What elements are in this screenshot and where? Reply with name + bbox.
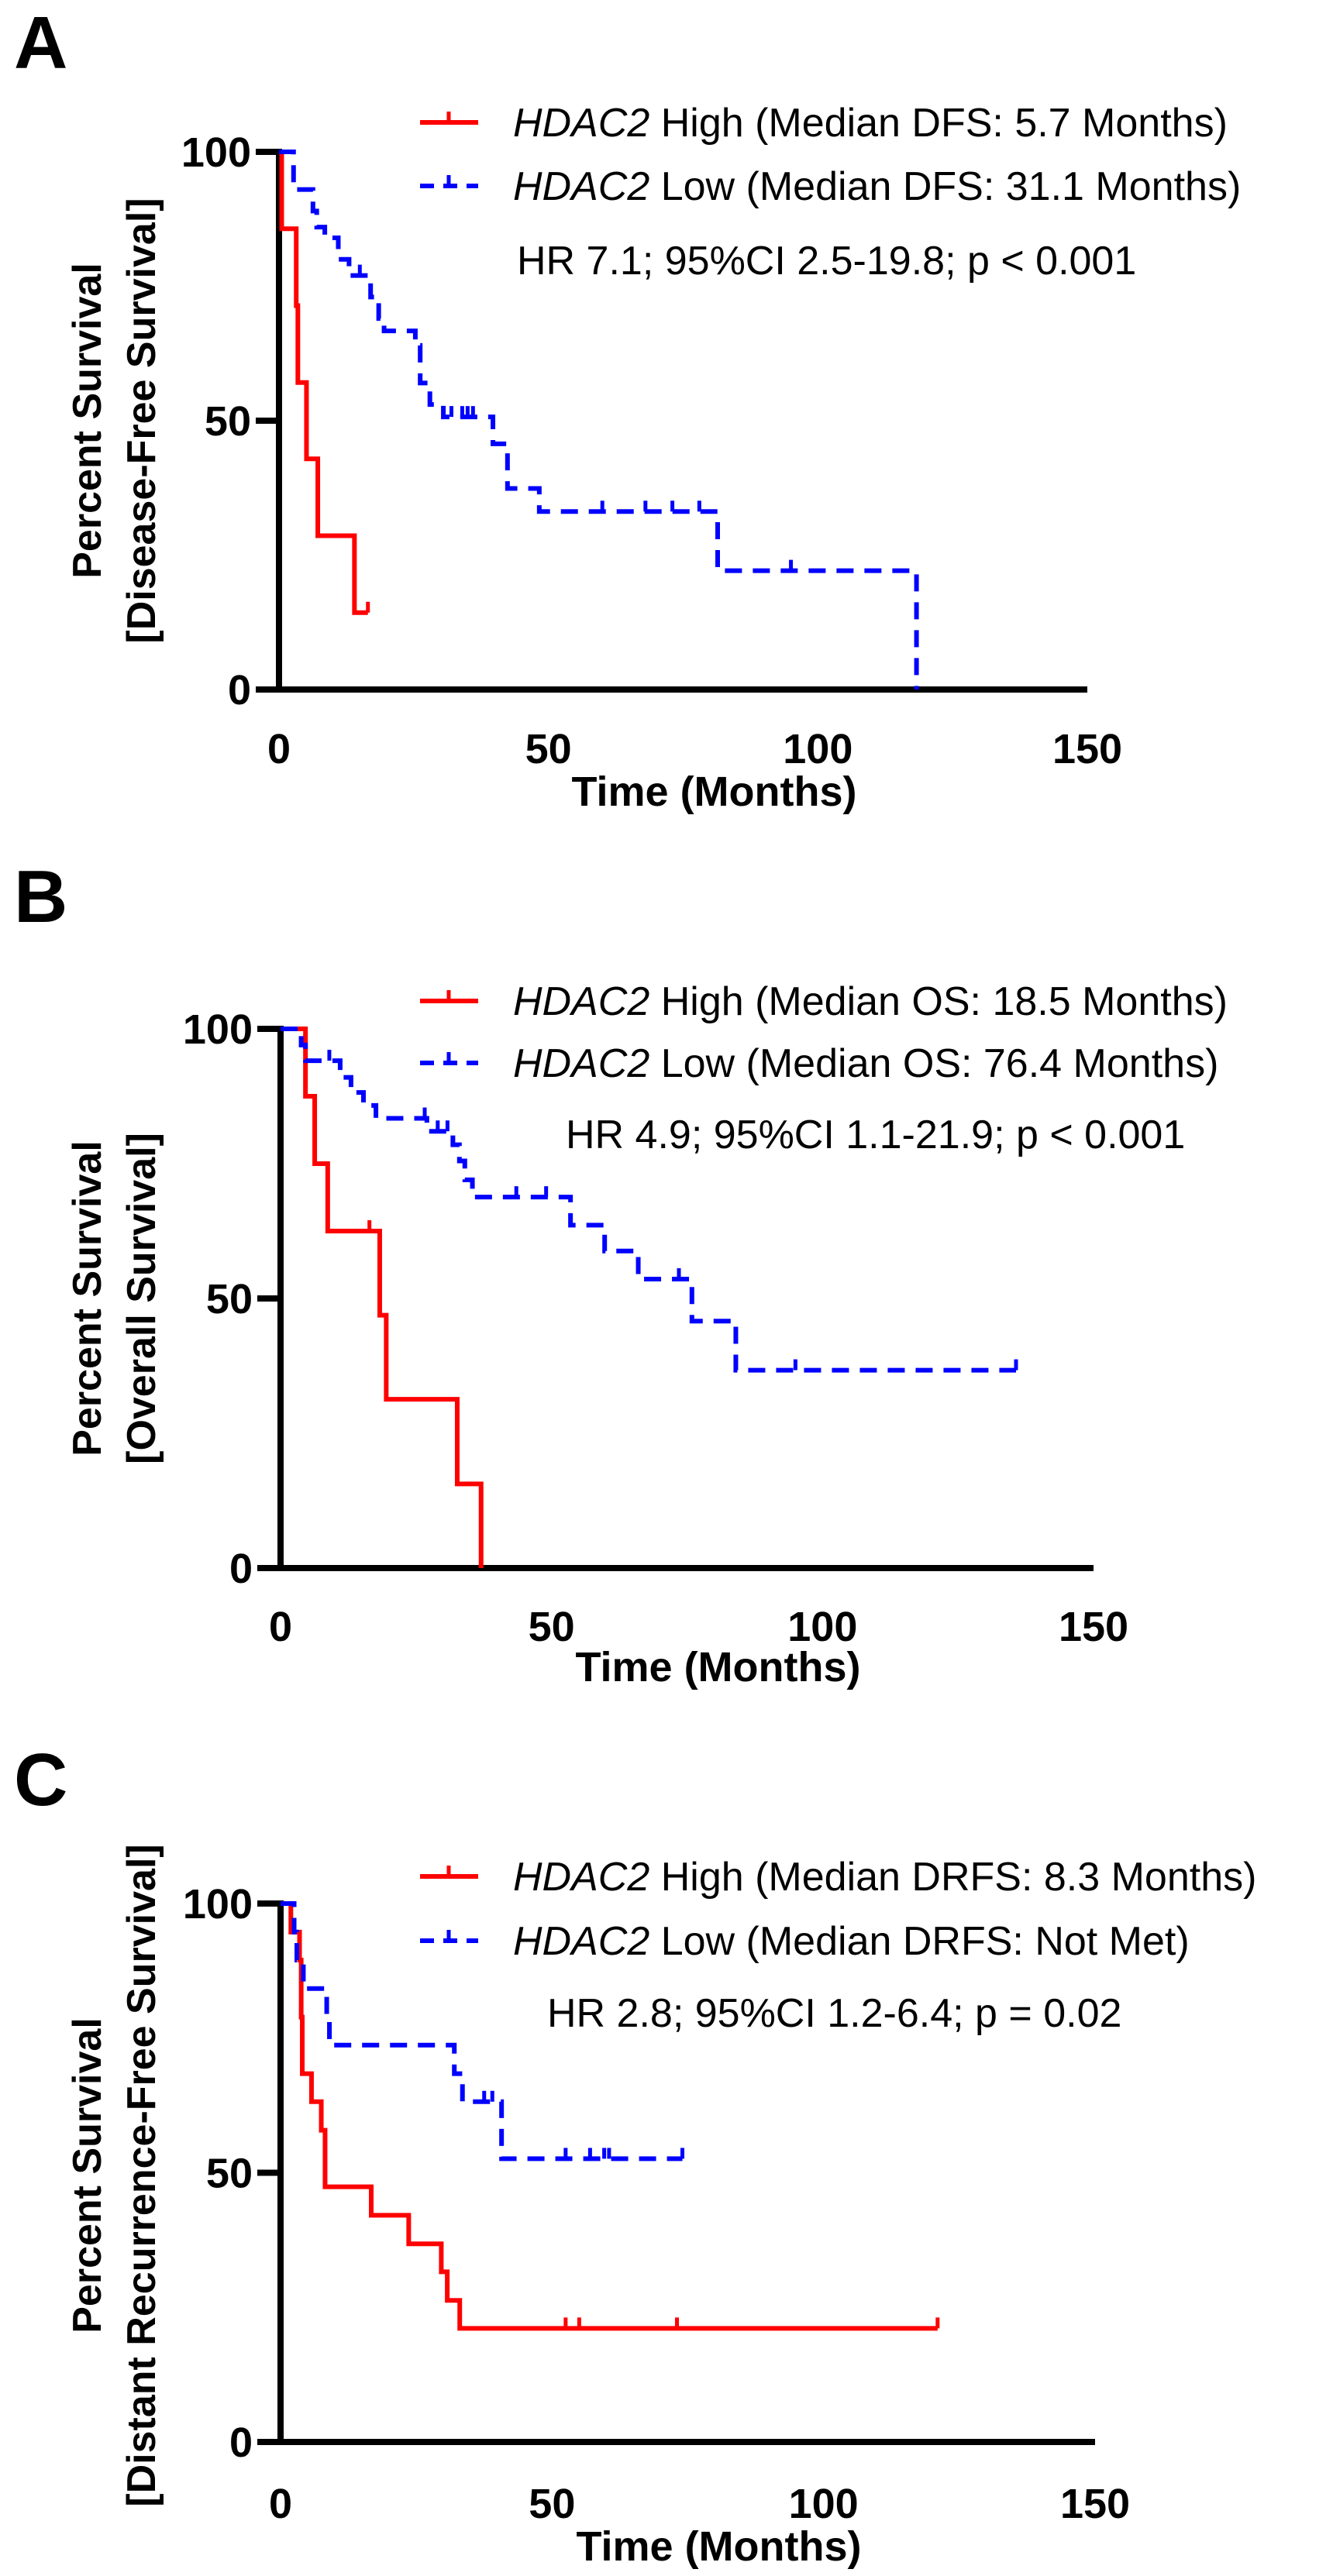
x-tick-label: 0 xyxy=(269,1604,292,1650)
panel-a: A 0 50 100 0 50 100 150 Time (Months) Percent Sur… xyxy=(14,2,1241,815)
hazard-ratio-stats: HR 7.1; 95%CI 2.5-19.8; p < 0.001 xyxy=(517,239,1136,284)
legend-entry-high: HDAC2 High (Median DRFS: 8.3 Months) xyxy=(420,1855,1256,1900)
hazard-ratio-stats: HR 2.8; 95%CI 1.2-6.4; p = 0.02 xyxy=(547,1991,1121,2036)
y-axis-title: Percent Survival xyxy=(65,1140,110,1457)
x-axis-title: Time (Months) xyxy=(572,769,857,815)
gene-name: HDAC2 xyxy=(513,1855,649,1900)
legend-entry-low: HDAC2 Low (Median OS: 76.4 Months) xyxy=(420,1041,1218,1086)
x-tick-label: 0 xyxy=(267,726,291,772)
legend-label: HDAC2 High (Median OS: 18.5 Months) xyxy=(513,979,1228,1024)
y-tick-label: 50 xyxy=(206,2151,253,2197)
legend-label-text: High (Median DRFS: 8.3 Months) xyxy=(649,1855,1256,1900)
x-tick-label: 100 xyxy=(787,1604,857,1650)
legend-label: HDAC2 High (Median DFS: 5.7 Months) xyxy=(513,101,1228,146)
legend-label: HDAC2 Low (Median DFS: 31.1 Months) xyxy=(513,164,1241,209)
y-tick-label: 0 xyxy=(229,2420,253,2466)
x-tick-label: 150 xyxy=(1060,2481,1130,2527)
x-tick-label: 50 xyxy=(529,2481,575,2527)
gene-name: HDAC2 xyxy=(513,979,649,1024)
x-tick-label: 50 xyxy=(529,1604,575,1650)
survival-curve xyxy=(279,150,368,615)
panel-b: B 0 50 100 0 50 100 150 Time (Months) Percent Sur… xyxy=(14,855,1228,1690)
series-low xyxy=(279,150,919,690)
x-axis-title: Time (Months) xyxy=(577,2523,862,2570)
y-tick-label: 50 xyxy=(206,1276,253,1322)
survival-curve xyxy=(279,150,919,690)
series-low xyxy=(281,1901,684,2162)
hazard-ratio-stats: HR 4.9; 95%CI 1.1-21.9; p < 0.001 xyxy=(566,1113,1185,1157)
legend-label-text: High (Median OS: 18.5 Months) xyxy=(649,979,1228,1024)
y-axis-title: [Distant Recurrence-Free Survival] xyxy=(119,1844,164,2506)
series-high xyxy=(281,1901,940,2331)
legend-entry-low: HDAC2 Low (Median DRFS: Not Met) xyxy=(420,1919,1190,1964)
x-tick-label: 100 xyxy=(783,726,852,772)
y-tick-label: 50 xyxy=(205,398,251,445)
y-axis-title: [Disease-Free Survival] xyxy=(119,198,164,643)
series-low xyxy=(281,1027,1018,1373)
y-axis-title: [Overall Survival] xyxy=(119,1133,164,1464)
legend-entry-low: HDAC2 Low (Median DFS: 31.1 Months) xyxy=(420,164,1241,209)
panel-label: B xyxy=(14,855,67,938)
legend-label: HDAC2 Low (Median OS: 76.4 Months) xyxy=(513,1041,1218,1086)
gene-name: HDAC2 xyxy=(513,1919,649,1964)
legend-entry-high: HDAC2 High (Median DFS: 5.7 Months) xyxy=(420,101,1228,146)
y-tick-label: 100 xyxy=(183,1006,253,1053)
survival-curve xyxy=(281,1901,683,2162)
x-axis-title: Time (Months) xyxy=(576,1644,861,1690)
x-tick-label: 100 xyxy=(789,2481,859,2527)
x-tick-label: 150 xyxy=(1052,726,1122,772)
x-tick-label: 0 xyxy=(269,2481,292,2527)
gene-name: HDAC2 xyxy=(513,101,649,146)
legend-label-text: Low (Median OS: 76.4 Months) xyxy=(649,1041,1218,1086)
panel-label: A xyxy=(14,2,67,84)
y-axis-title: Percent Survival xyxy=(65,263,110,579)
legend-label-text: Low (Median DRFS: Not Met) xyxy=(649,1919,1189,1964)
x-tick-label: 150 xyxy=(1059,1604,1128,1650)
y-axis-title: Percent Survival xyxy=(65,2017,110,2334)
legend-label-text: Low (Median DFS: 31.1 Months) xyxy=(649,164,1241,209)
series-high xyxy=(281,1027,484,1569)
survival-curve xyxy=(281,1027,484,1568)
panel-c: C 0 50 100 0 50 100 150 Time (Months) Percent Sur… xyxy=(14,1739,1256,2570)
series-high xyxy=(279,150,370,615)
y-tick-label: 100 xyxy=(183,1881,253,1928)
y-tick-label: 0 xyxy=(229,1546,253,1592)
survival-curve xyxy=(281,1901,938,2331)
y-tick-label: 0 xyxy=(228,667,251,714)
legend-entry-high: HDAC2 High (Median OS: 18.5 Months) xyxy=(420,979,1228,1024)
gene-name: HDAC2 xyxy=(513,1041,649,1086)
gene-name: HDAC2 xyxy=(513,164,649,209)
panel-label: C xyxy=(14,1739,67,1821)
x-tick-label: 50 xyxy=(525,726,572,772)
legend-label: HDAC2 High (Median DRFS: 8.3 Months) xyxy=(513,1855,1256,1900)
legend-label: HDAC2 Low (Median DRFS: Not Met) xyxy=(513,1919,1190,1964)
y-tick-label: 100 xyxy=(181,129,251,176)
survival-curve xyxy=(281,1027,1016,1373)
legend-label-text: High (Median DFS: 5.7 Months) xyxy=(649,101,1228,146)
